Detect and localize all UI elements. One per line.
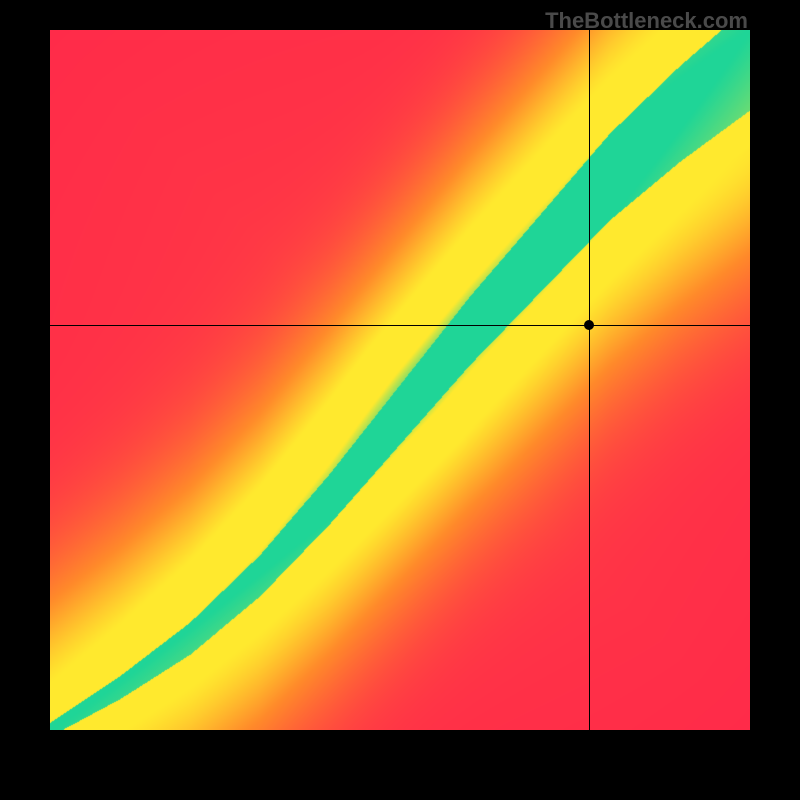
crosshair-vertical-line	[589, 30, 590, 730]
crosshair-horizontal-line	[50, 325, 750, 326]
crosshair-marker-dot	[584, 320, 594, 330]
watermark-text: TheBottleneck.com	[545, 8, 748, 34]
heatmap-canvas	[50, 30, 750, 730]
